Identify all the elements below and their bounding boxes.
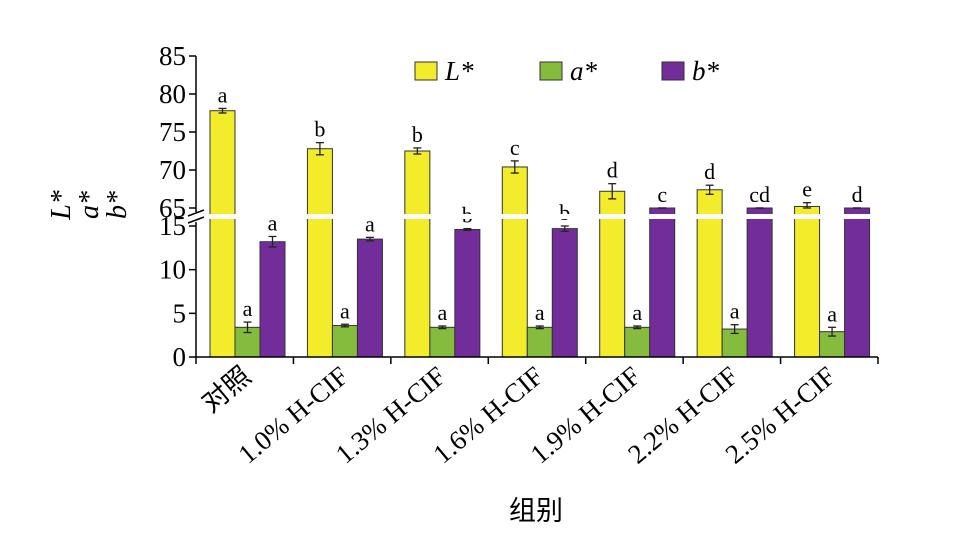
- y-axis-title: b*: [102, 191, 133, 219]
- significance-label: d: [704, 159, 715, 184]
- axis-break-mark: [187, 216, 205, 224]
- significance-label: a: [340, 298, 350, 323]
- bar: [551, 228, 578, 358]
- y-tick-label: 75: [159, 117, 186, 147]
- significance-label: a: [827, 301, 837, 326]
- y-tick-label: 15: [159, 211, 186, 241]
- y-tick-label: 70: [159, 155, 186, 185]
- significance-label: d: [852, 182, 863, 207]
- significance-label: b: [314, 117, 325, 142]
- significance-label: a: [437, 300, 447, 325]
- significance-label: a: [218, 82, 228, 107]
- legend-swatch: [414, 61, 438, 81]
- legend-label: L*: [444, 56, 474, 86]
- legend-label: a*: [570, 56, 598, 86]
- legend-label: b*: [692, 56, 720, 86]
- y-axis-title: a*: [74, 191, 105, 219]
- legend-swatch: [661, 61, 685, 81]
- bar: [306, 148, 333, 358]
- significance-label: a: [632, 300, 642, 325]
- bar: [404, 150, 431, 358]
- significance-label: b: [412, 122, 423, 147]
- bar: [721, 328, 748, 358]
- axis-break-mark: [187, 209, 205, 217]
- bar: [501, 166, 528, 358]
- significance-label: cd: [749, 182, 770, 207]
- bar: [624, 326, 651, 358]
- significance-label: b: [559, 200, 570, 225]
- bar: [356, 238, 383, 358]
- significance-label: c: [510, 135, 520, 160]
- y-axis-title: L*: [46, 190, 77, 221]
- bar: [259, 241, 286, 358]
- x-axis-title: 组别: [509, 496, 563, 526]
- bar: [794, 205, 821, 358]
- bar: [429, 326, 456, 358]
- x-category-label: 对照: [196, 361, 257, 419]
- bar: [331, 325, 358, 358]
- axis-break-gap: [197, 214, 879, 219]
- bar: [209, 110, 236, 358]
- significance-label: c: [657, 182, 667, 207]
- significance-label: d: [607, 158, 618, 183]
- significance-label: a: [730, 299, 740, 324]
- significance-label: a: [268, 210, 278, 235]
- y-tick-label: 10: [159, 255, 186, 285]
- significance-label: e: [802, 177, 812, 202]
- legend-swatch: [539, 61, 563, 81]
- significance-label: a: [535, 300, 545, 325]
- significance-label: a: [243, 296, 253, 321]
- bar: [649, 207, 676, 358]
- significance-label: a: [365, 211, 375, 236]
- y-tick-label: 0: [173, 342, 187, 372]
- bar: [526, 326, 553, 358]
- y-tick-label: 85: [159, 41, 186, 71]
- y-tick-label: 80: [159, 79, 186, 109]
- bar: [844, 207, 871, 358]
- y-tick-label: 65: [159, 193, 186, 223]
- bar: [746, 207, 773, 358]
- y-tick-label: 5: [173, 298, 187, 328]
- bar: [454, 228, 481, 358]
